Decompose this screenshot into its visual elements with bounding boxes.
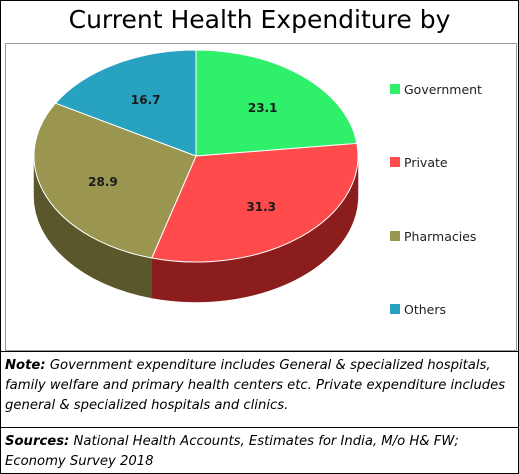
legend-swatch [390,304,400,314]
legend: Government Private Pharmacies Others [390,44,516,350]
legend-item-pharmacies: Pharmacies [390,228,476,244]
note-box: Note: Government expenditure includes Ge… [1,351,518,427]
pie-slice-pharmacies [33,102,197,259]
data-labels: 23.1 31.3 28.9 16.7 [88,93,277,214]
chart-title: Current Health Expenditure by [68,5,451,34]
legend-label: Private [404,154,448,170]
legend-item-others: Others [390,301,446,317]
data-label-pharmacies: 28.9 [88,175,118,189]
sources-box: Sources: National Health Accounts, Estim… [1,427,518,474]
pie-slice-private [151,142,359,263]
note-text: Government expenditure includes General … [5,358,506,413]
data-label-private: 31.3 [246,200,276,214]
sources-label: Sources: [5,434,70,449]
legend-label: Government [404,81,482,97]
data-label-government: 23.1 [248,101,278,115]
sources-text: National Health Accounts, Estimates for … [5,434,459,469]
legend-swatch [390,84,400,94]
note-label: Note: [5,358,46,373]
pie-slices [33,49,359,263]
legend-label: Pharmacies [404,228,477,244]
legend-item-private: Private [390,154,448,170]
legend-swatch [390,157,400,167]
data-label-others: 16.7 [131,93,161,107]
legend-item-government: Government [390,81,482,97]
legend-label: Others [404,301,447,317]
plot-area: 23.1 31.3 28.9 16.7 Government Private Pharma… [5,43,517,351]
legend-swatch [390,231,400,241]
pie-chart: 23.1 31.3 28.9 16.7 [33,49,359,303]
pie-slice-government [195,49,358,157]
pie-slice-others [54,49,197,157]
